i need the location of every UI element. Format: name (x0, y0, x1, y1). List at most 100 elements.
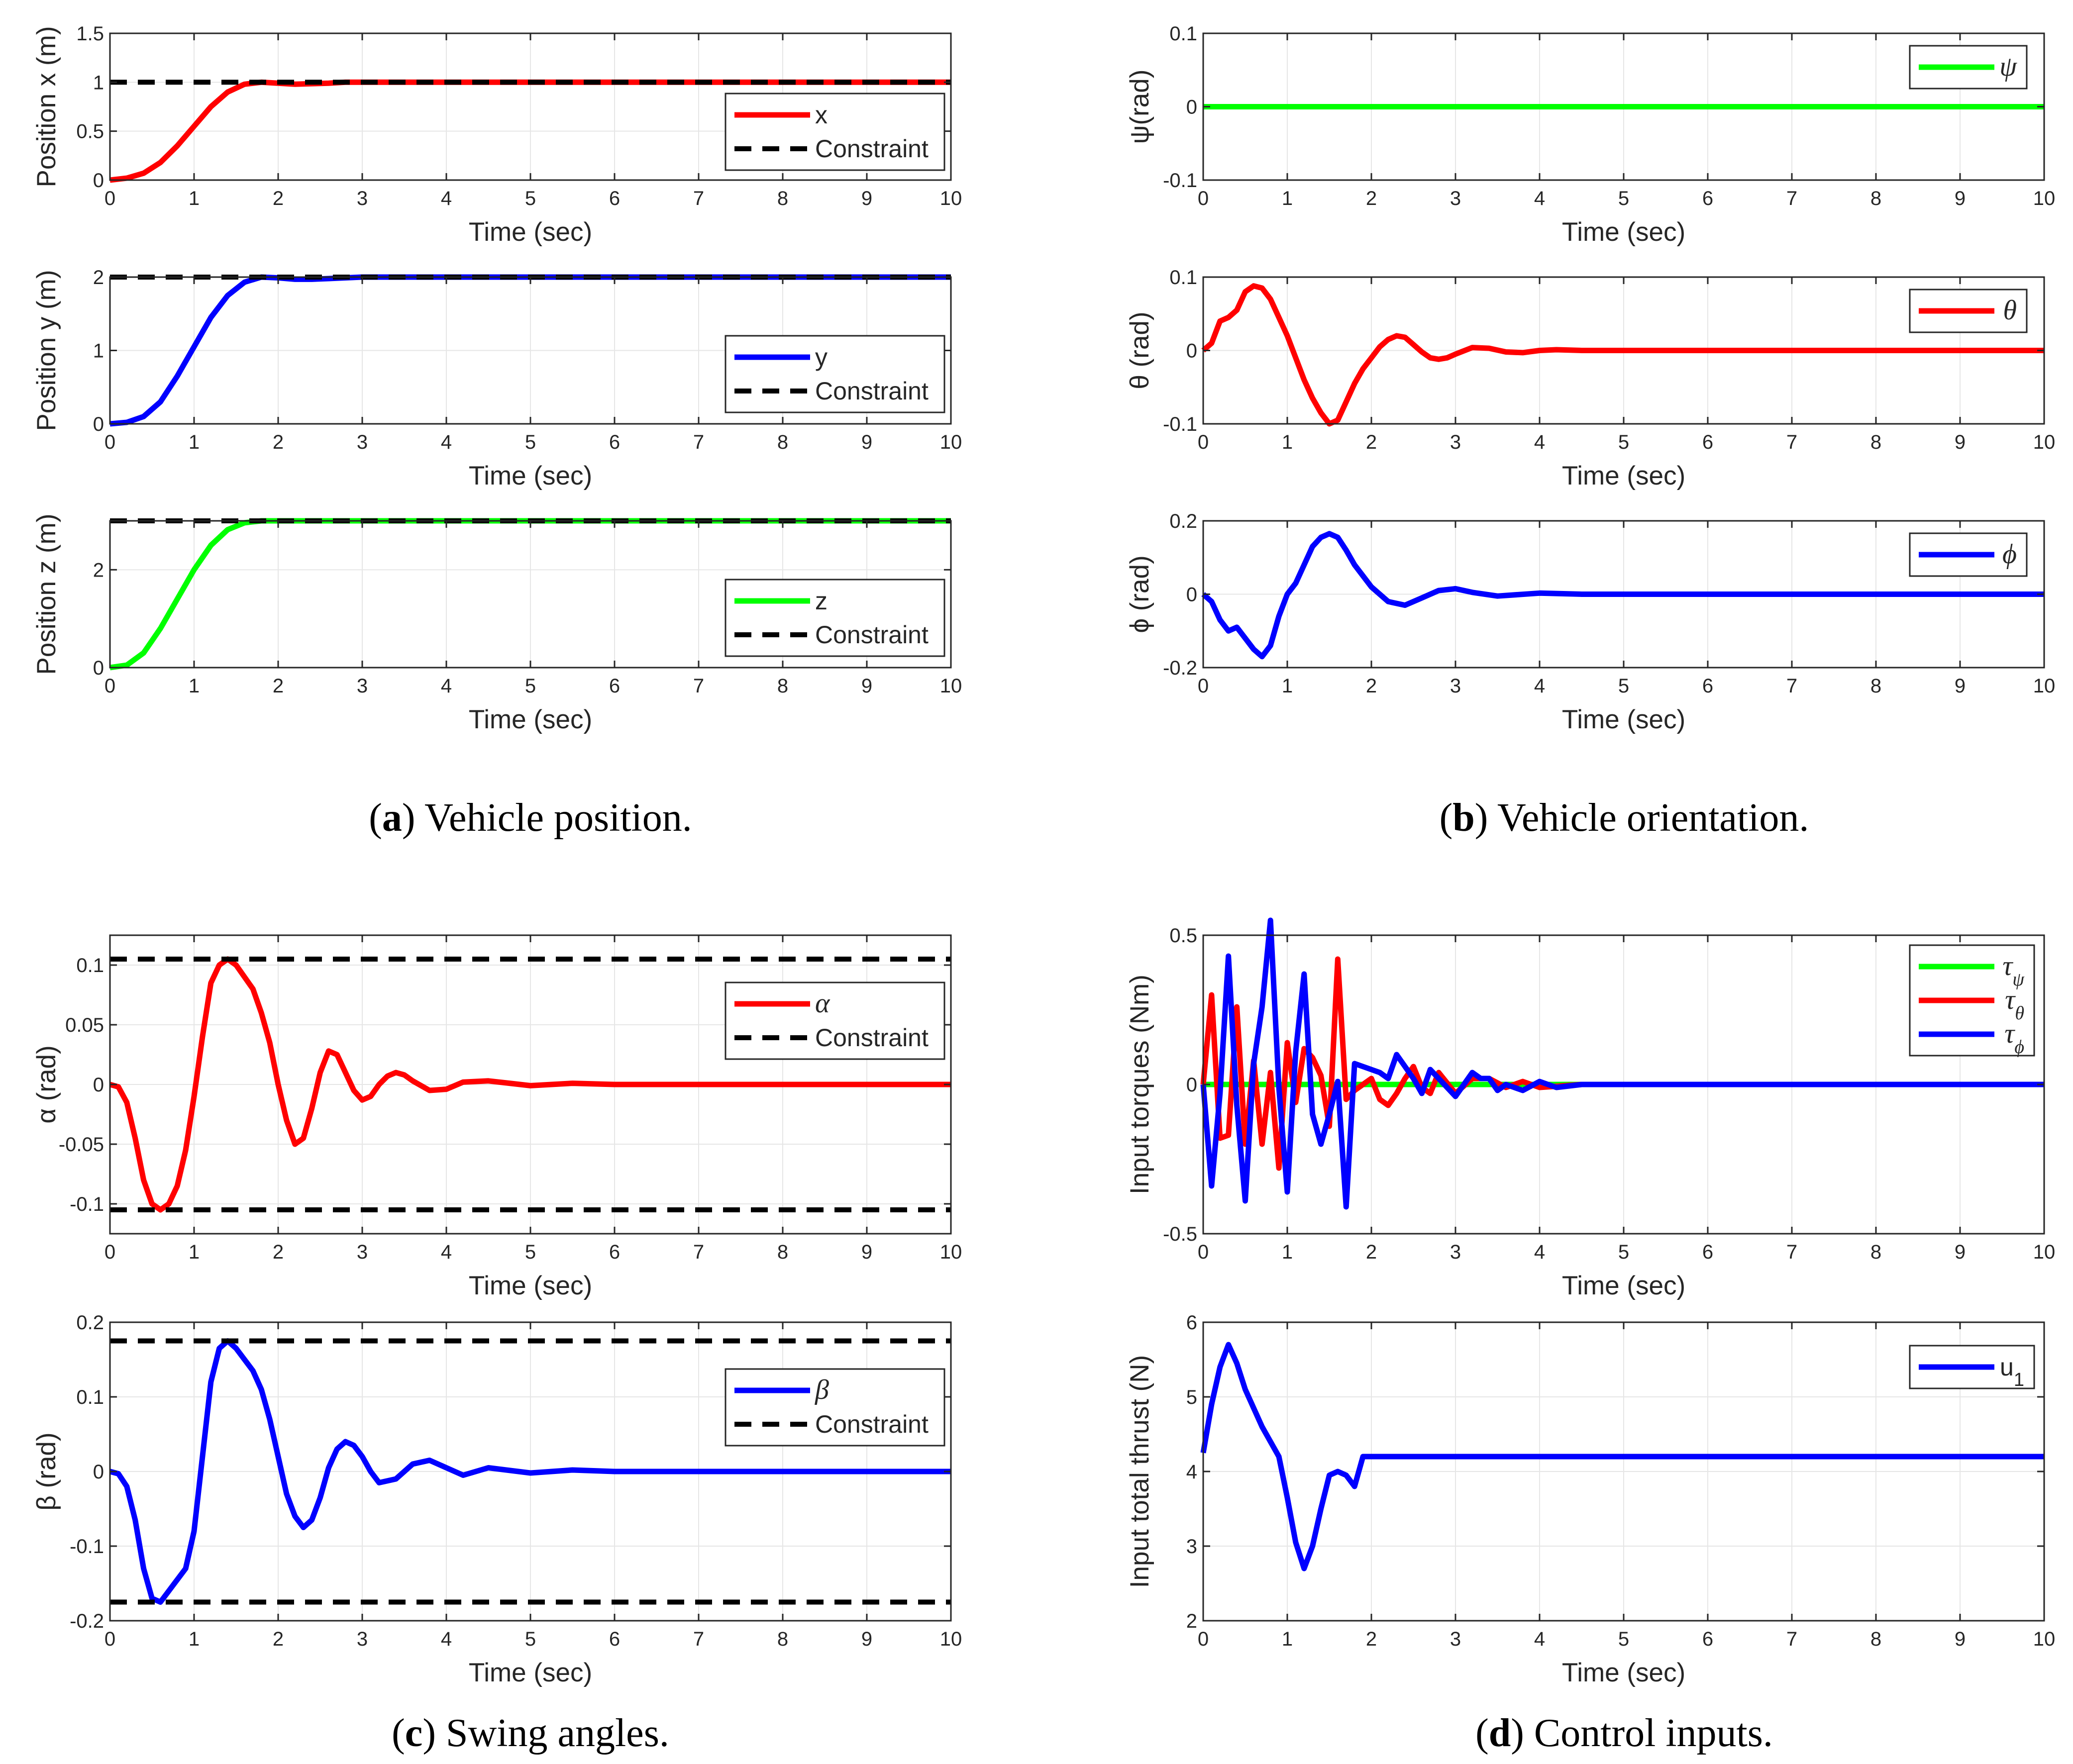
x-tick-label: 6 (609, 675, 620, 697)
x-tick-label: 9 (1955, 1241, 1966, 1263)
legend: α Constraint (725, 981, 945, 1060)
series-line-τθ (1200, 956, 2044, 1171)
x-tick-label: 0 (1198, 1628, 1209, 1650)
x-tick-label: 2 (273, 1241, 284, 1263)
x-tick-label: 5 (525, 675, 536, 697)
legend-label: θ (2003, 295, 2017, 326)
x-tick-label: 4 (441, 1628, 452, 1650)
y-tick-label: 0.1 (76, 955, 104, 977)
x-tick-label: 7 (693, 431, 704, 453)
x-tick-label: 5 (525, 431, 536, 453)
x-tick-label: 10 (940, 1628, 962, 1650)
legend: ψ (1909, 45, 2028, 90)
y-tick-label: -0.2 (1163, 657, 1197, 679)
y-tick-label: 0 (93, 1461, 104, 1483)
x-tick-label: 1 (1282, 675, 1293, 697)
legend-label: Constraint (815, 1410, 929, 1438)
x-tick-label: 2 (1366, 188, 1377, 209)
x-axis-label: Time (sec) (469, 461, 592, 490)
caption-a: (a) Vehicle position. (369, 796, 692, 840)
y-tick-label: 0.5 (76, 121, 104, 143)
x-tick-label: 10 (2033, 1628, 2056, 1650)
x-tick-label: 6 (1702, 675, 1713, 697)
y-tick-label: 0 (93, 657, 104, 679)
legend-label: Constraint (815, 621, 929, 649)
chart-pos-x: 0 1 2 3 4 5 6 7 8 9 10 0 0.5 1 1.5 Time (sec) Position x… (32, 23, 962, 247)
x-tick-label: 4 (1534, 675, 1545, 697)
chart-pos-y: 0 1 2 3 4 5 6 7 8 9 10 0 1 2 Time (sec) Position y (m) y… (32, 267, 962, 490)
series-line-α (109, 956, 951, 1213)
y-axis-label: Input torques (Nm) (1125, 975, 1154, 1194)
y-tick-label: 6 (1186, 1312, 1197, 1334)
legend: θ (1909, 289, 2028, 333)
x-axis-label: Time (sec) (1562, 217, 1685, 247)
x-tick-label: 1 (1282, 1241, 1293, 1263)
x-tick-label: 4 (441, 188, 452, 209)
y-axis-label: ψ(rad) (1125, 70, 1154, 144)
x-tick-label: 5 (1618, 675, 1629, 697)
x-tick-label: 1 (189, 431, 200, 453)
y-tick-label: 0.1 (1169, 267, 1197, 289)
x-tick-label: 9 (1955, 1628, 1966, 1650)
x-tick-label: 4 (441, 675, 452, 697)
x-tick-label: 10 (2033, 188, 2056, 209)
x-tick-label: 0 (1198, 1241, 1209, 1263)
x-tick-label: 0 (104, 1628, 115, 1650)
x-tick-label: 7 (1786, 431, 1797, 453)
y-tick-label: 0.5 (1169, 925, 1197, 947)
x-tick-label: 5 (1618, 1628, 1629, 1650)
x-tick-label: 8 (1870, 188, 1881, 209)
x-tick-label: 2 (1366, 675, 1377, 697)
x-tick-label: 10 (940, 431, 962, 453)
y-tick-label: -0.2 (70, 1610, 104, 1632)
y-tick-label: -0.1 (70, 1193, 104, 1215)
x-tick-label: 3 (357, 675, 368, 697)
series-line-τϕ (1200, 917, 2044, 1210)
x-tick-label: 9 (1955, 188, 1966, 209)
x-tick-label: 6 (609, 188, 620, 209)
x-tick-label: 6 (1702, 1241, 1713, 1263)
y-axis-label: Position y (m) (32, 270, 61, 431)
x-tick-label: 6 (609, 1628, 620, 1650)
legend: u1 (1909, 1345, 2035, 1390)
y-tick-label: -0.1 (1163, 170, 1197, 192)
x-tick-label: 5 (525, 1628, 536, 1650)
x-tick-label: 6 (609, 431, 620, 453)
x-tick-label: 7 (693, 675, 704, 697)
chart-thrust: 0 1 2 3 4 5 6 7 8 9 10 2 3 4 5 6 Time (sec) Input total t… (1125, 1312, 2055, 1687)
y-tick-label: -0.1 (70, 1536, 104, 1558)
chart-pos-z: 0 1 2 3 4 5 6 7 8 9 10 0 2 Time (sec) Position z (m) zC… (32, 514, 962, 734)
legend-label: τϕ (2004, 1018, 2024, 1058)
x-tick-label: 10 (2033, 431, 2056, 453)
x-axis-label: Time (sec) (469, 217, 592, 247)
y-axis-label: Input total thrust (N) (1125, 1355, 1154, 1588)
y-axis-label: Position x (m) (32, 26, 61, 188)
x-tick-label: 2 (273, 188, 284, 209)
legend-label: α (815, 988, 830, 1019)
x-tick-label: 10 (940, 1241, 962, 1263)
x-tick-label: 7 (1786, 188, 1797, 209)
legend-label: z (815, 587, 828, 615)
x-tick-label: 8 (1870, 1241, 1881, 1263)
y-tick-label: 0.1 (76, 1386, 104, 1408)
y-tick-label: 0.2 (76, 1312, 104, 1334)
y-tick-label: 2 (1186, 1610, 1197, 1632)
x-tick-label: 6 (609, 1241, 620, 1263)
x-tick-label: 6 (1702, 431, 1713, 453)
x-tick-label: 1 (189, 188, 200, 209)
y-axis-label: θ (rad) (1125, 311, 1154, 389)
x-tick-label: 3 (1450, 675, 1461, 697)
x-tick-label: 8 (777, 1241, 788, 1263)
legend: y Constraint (725, 335, 945, 413)
x-tick-label: 0 (104, 675, 115, 697)
series-line-β (109, 1338, 951, 1605)
caption-b: (b) Vehicle orientation. (1440, 796, 1809, 840)
y-tick-label: 0.1 (1169, 23, 1197, 45)
x-tick-label: 9 (861, 675, 872, 697)
x-tick-label: 4 (1534, 1241, 1545, 1263)
x-tick-label: 5 (1618, 431, 1629, 453)
chart-beta: 0 1 2 3 4 5 6 7 8 9 10 -0.2 -0.1 0 0.1 0.2 Time (sec) β (… (32, 1312, 962, 1687)
x-tick-label: 0 (1198, 188, 1209, 209)
